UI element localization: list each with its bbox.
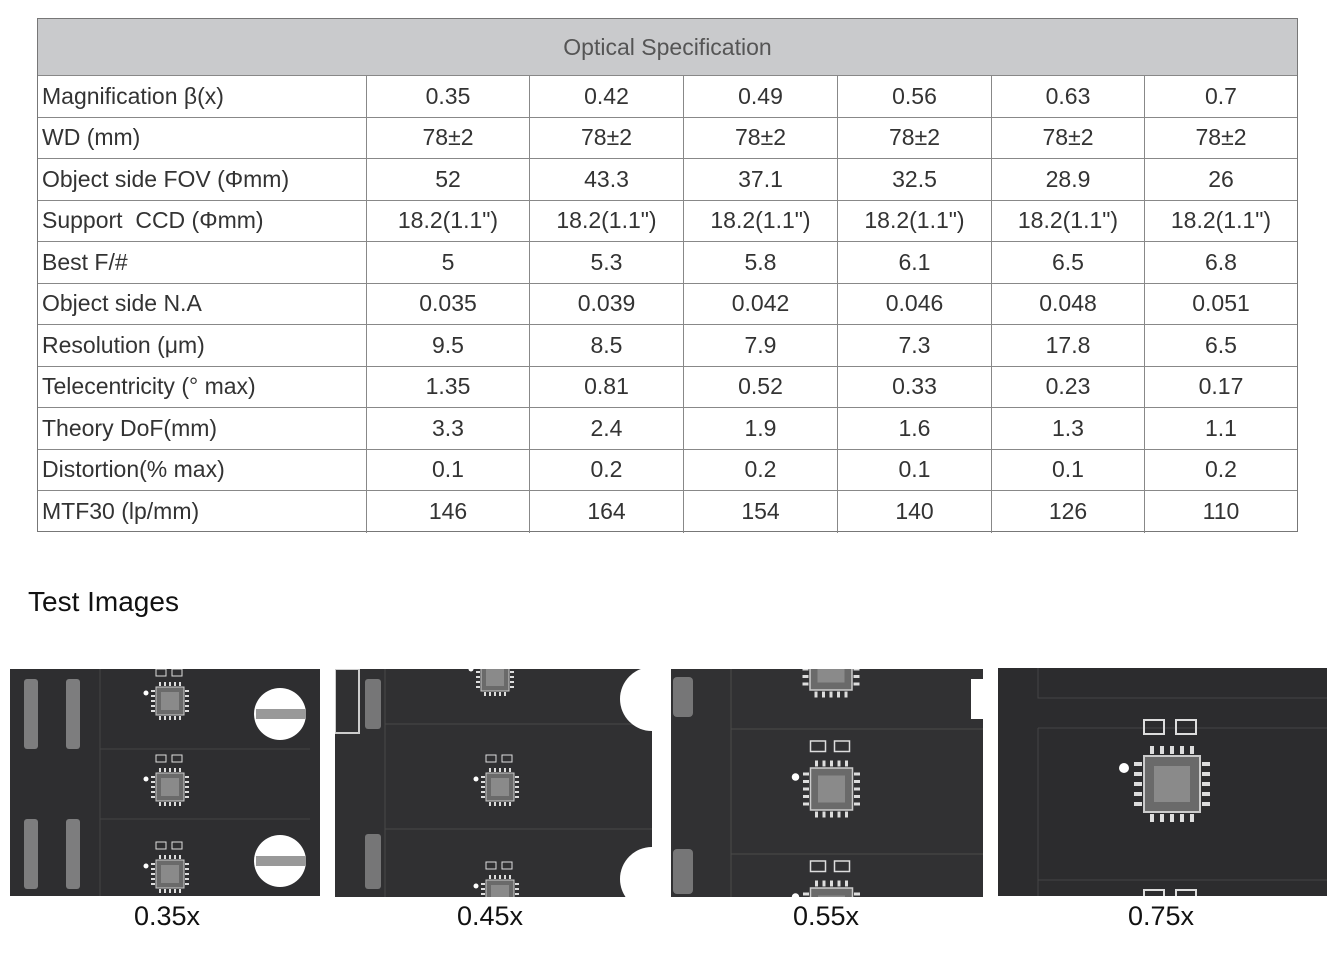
table-cell: 8.5 (530, 325, 684, 367)
table-cell: 52 (367, 159, 530, 201)
table-cell: 0.2 (684, 449, 838, 491)
image-caption: 0.45x (456, 901, 524, 931)
table-cell: 32.5 (838, 159, 992, 201)
table-cell: 78±2 (1145, 118, 1297, 159)
table-cell: 154 (684, 491, 838, 533)
table-title: Optical Specification (38, 19, 1297, 76)
spec-table: Optical Specification Magnification β(x)… (37, 18, 1298, 533)
table-cell: 37.1 (684, 159, 838, 201)
table-cell: 1.1 (1145, 408, 1297, 450)
table-cell: 0.7 (1145, 76, 1297, 118)
table-cell: 0.2 (530, 449, 684, 491)
table-cell: 0.33 (838, 366, 992, 408)
table-cell: 78±2 (684, 117, 838, 159)
table-cell: 18.2(1.1") (530, 200, 684, 242)
table-cell: 0.52 (684, 366, 838, 408)
table-cell: 1.35 (367, 366, 530, 408)
table-cell: 1.3 (992, 408, 1145, 450)
table-cell: 0.039 (530, 283, 684, 325)
table-cell: 26 (1145, 159, 1297, 201)
table-cell: 78±2 (530, 117, 684, 159)
table-cell: 0.42 (530, 76, 684, 118)
table-cell: 1.6 (838, 408, 992, 450)
table-cell: 6.8 (1145, 242, 1297, 284)
table-cell: 5.3 (530, 242, 684, 284)
table-cell: 5 (367, 242, 530, 284)
table-cell: 28.9 (992, 159, 1145, 201)
row-label: Support CCD (Φmm) (38, 200, 367, 242)
table-cell: 7.3 (838, 325, 992, 367)
table-cell: 3.3 (367, 408, 530, 450)
table-cell: 18.2(1.1") (1145, 201, 1297, 242)
table-cell: 110 (1202, 498, 1240, 525)
row-label: Object side N.A (38, 283, 367, 325)
row-label: Telecentricity (° max) (38, 366, 367, 408)
table-cell: 1.9 (684, 408, 838, 450)
table-cell: 0.051 (1145, 284, 1297, 325)
row-label: Magnification β(x) (38, 76, 367, 118)
table-cell: 2.4 (530, 408, 684, 450)
table-cell: 0.048 (992, 283, 1145, 325)
table-cell: 0.35 (367, 76, 530, 118)
table-cell: 18.2(1.1") (838, 200, 992, 242)
row-label: Theory DoF(mm) (38, 408, 367, 450)
table-cell: 140 (838, 491, 992, 533)
table-cell: 0.23 (992, 366, 1145, 408)
table-cell: 18.2(1.1") (992, 200, 1145, 242)
image-caption: 0.35x (133, 901, 201, 931)
table-cell: 18.2(1.1") (367, 200, 530, 242)
row-label: Resolution (μm) (38, 325, 367, 367)
table-cell: 0.1 (992, 449, 1145, 491)
row-label: MTF30 (lp/mm) (38, 491, 367, 533)
table-cell: 9.5 (367, 325, 530, 367)
row-label: Object side FOV (Φmm) (38, 159, 367, 201)
image-caption: 0.55x (792, 901, 860, 931)
table-cell: 17.8 (992, 325, 1145, 367)
table-cell: 18.2(1.1") (684, 200, 838, 242)
table-cell: 0.035 (367, 283, 530, 325)
table-cell: 78±2 (367, 117, 530, 159)
row-label: WD (mm) (38, 117, 367, 159)
table-cell: 0.1 (838, 449, 992, 491)
table-cell: 6.1 (838, 242, 992, 284)
test-image (671, 669, 983, 897)
row-label: Distortion(% max) (38, 449, 367, 491)
table-cell: 164 (530, 491, 684, 533)
table-cell: 0.17 (1145, 367, 1297, 408)
table-cell: 146 (367, 491, 530, 533)
table-cell: 7.9 (684, 325, 838, 367)
table-cell: 0.81 (530, 366, 684, 408)
test-image (998, 668, 1327, 896)
table-cell: 0.49 (684, 76, 838, 118)
image-caption: 0.75x (1127, 901, 1195, 931)
row-label: Best F/# (38, 242, 367, 284)
table-cell: 6.5 (992, 242, 1145, 284)
table-cell: 0.046 (838, 283, 992, 325)
section-title: Test Images (28, 586, 179, 617)
table-cell: 126 (992, 491, 1145, 533)
table-cell: 78±2 (838, 117, 992, 159)
table-cell: 0.1 (367, 449, 530, 491)
table-cell: 0.2 (1145, 450, 1297, 491)
table-cell: 6.5 (1145, 325, 1297, 367)
table-cell: 0.63 (992, 76, 1145, 118)
table-cell: 0.042 (684, 283, 838, 325)
table-cell: 43.3 (530, 159, 684, 201)
test-image (10, 669, 320, 896)
table-cell: 5.8 (684, 242, 838, 284)
test-image (335, 669, 652, 897)
table-cell: 0.56 (838, 76, 992, 118)
table-cell: 78±2 (992, 117, 1145, 159)
